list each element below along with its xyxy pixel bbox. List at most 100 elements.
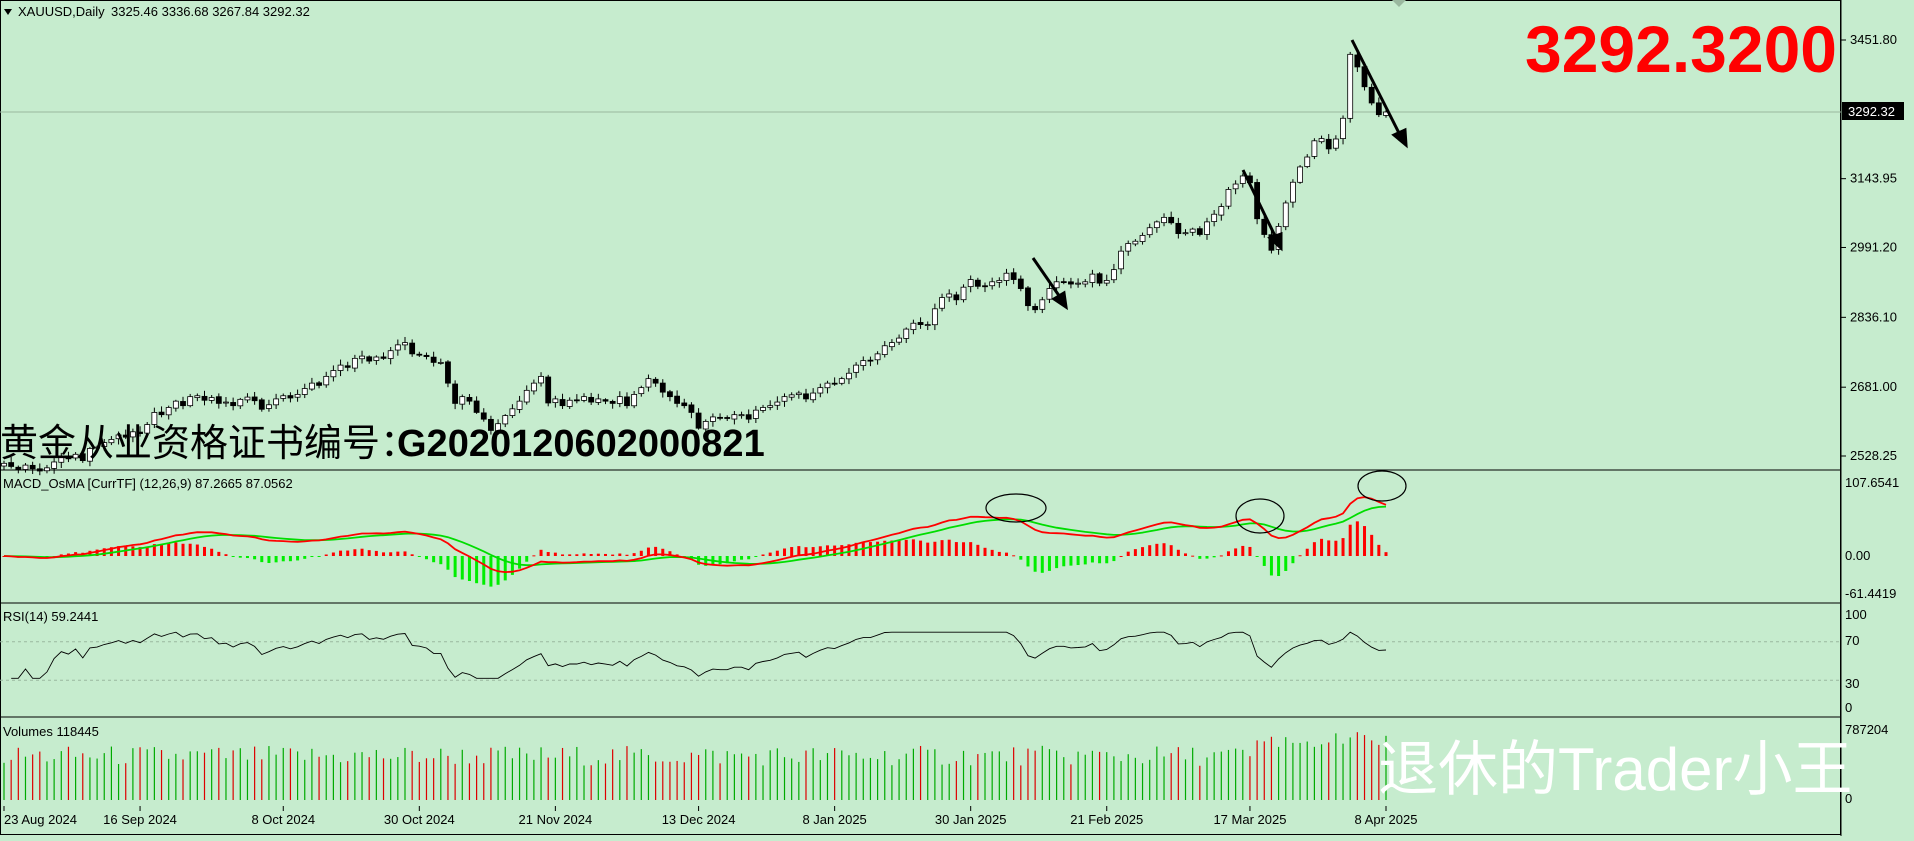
macd-histogram-bar (1083, 556, 1087, 565)
candle-body (1196, 228, 1203, 235)
candle-body (144, 424, 151, 434)
candle-body (881, 345, 888, 355)
macd-histogram-bar (389, 552, 393, 556)
macd-histogram-bar (1069, 556, 1073, 566)
macd-histogram-bar (1105, 556, 1109, 564)
candle-body (316, 382, 322, 386)
candle-body (982, 285, 988, 288)
candle-body (1282, 202, 1289, 228)
candle-body (1354, 54, 1361, 68)
candle-body (1182, 232, 1189, 235)
macd-histogram-bar (160, 543, 164, 556)
candle-body (1082, 281, 1089, 285)
big-price: 3292.3200 (1525, 12, 1837, 86)
shift-marker[interactable] (1392, 0, 1406, 7)
candle-body (151, 412, 158, 425)
candle-body (931, 308, 938, 326)
macd-histogram-bar (1348, 524, 1352, 556)
candle-body (1168, 216, 1175, 224)
candle-body (731, 414, 738, 420)
candle-body (495, 423, 501, 432)
candle-body (659, 382, 666, 393)
candle-body (72, 453, 79, 459)
candle-body (838, 378, 845, 384)
candle-body (1110, 269, 1117, 281)
candle-body (1017, 278, 1024, 289)
macd-histogram-bar (525, 556, 529, 562)
macd-histogram-bar (890, 540, 894, 556)
candle-body (452, 383, 459, 404)
macd-histogram-bar (761, 554, 765, 556)
candle-body (1096, 273, 1103, 284)
macd-histogram-bar (202, 546, 206, 556)
candle-body (624, 396, 630, 407)
candle-body (51, 461, 58, 469)
candle-body (1060, 281, 1067, 284)
macd-histogram-bar (1384, 552, 1388, 556)
candle-body (473, 400, 480, 413)
candle-body (1175, 222, 1182, 234)
macd-histogram-bar (360, 548, 364, 556)
candle-body (1347, 53, 1354, 119)
candle-body (803, 393, 809, 400)
candle-body (330, 370, 337, 378)
annotation-circle-1 (985, 493, 1047, 523)
candle-body (760, 407, 766, 411)
candle-body (287, 395, 294, 399)
macd-histogram-bar (897, 540, 901, 556)
macd-histogram-bar (310, 556, 314, 557)
candle-body (158, 411, 165, 416)
macd-histogram-bar (267, 556, 271, 564)
candle-body (1003, 272, 1010, 281)
macd-histogram-bar (460, 556, 464, 580)
macd-histogram-bar (1141, 547, 1145, 556)
macd-histogram-bar (1090, 556, 1094, 563)
macd-histogram-bar (367, 550, 371, 556)
rsi-tick-0: 0 (1845, 700, 1852, 715)
macd-histogram-bar (489, 556, 493, 587)
candle-body (896, 337, 902, 343)
macd-histogram-bar (725, 556, 729, 564)
candle-body (79, 453, 86, 462)
candle-body (309, 382, 315, 390)
certificate-code: G2020120602000821 (397, 423, 765, 465)
annotation-circle-2 (1235, 498, 1285, 534)
candle-body (1204, 221, 1210, 235)
candle-body (108, 439, 115, 444)
macd-histogram-bar (639, 550, 643, 556)
macd-histogram-bar (954, 542, 958, 556)
candle-body (266, 404, 272, 409)
macd-histogram-bar (969, 542, 973, 556)
date-tick-label: 21 Nov 2024 (519, 812, 593, 827)
macd-histogram-bar (618, 553, 622, 556)
macd-histogram-bar (1234, 548, 1238, 556)
macd-histogram-bar (1133, 549, 1137, 556)
macd-signal-line (3, 505, 1387, 567)
macd-histogram-bar (1184, 553, 1188, 556)
macd-histogram-bar (1262, 556, 1266, 566)
macd-histogram-bar (575, 554, 579, 556)
macd-histogram-bar (919, 540, 923, 556)
macd-histogram-bar (1112, 556, 1116, 562)
dropdown-icon[interactable] (4, 9, 12, 15)
macd-histogram-bar (883, 540, 887, 556)
macd-histogram-bar (1012, 555, 1016, 557)
annotation-arrowhead-3 (1391, 127, 1408, 149)
candle-body (817, 387, 824, 394)
rsi-label: RSI(14) 59.2441 (3, 609, 98, 624)
candle-body (702, 421, 709, 430)
candle-body (989, 281, 996, 287)
candle-body (889, 342, 895, 348)
date-tick-label: 17 Mar 2025 (1213, 812, 1286, 827)
candle-body (1189, 228, 1196, 233)
annotation-circle-3 (1357, 470, 1407, 502)
candle-body (581, 396, 587, 401)
candle-body (137, 431, 143, 434)
macd-tick-zero: 0.00 (1845, 548, 1870, 563)
candle-body (1225, 189, 1232, 207)
candle-body (187, 396, 194, 407)
macd-histogram-bar (1219, 555, 1223, 557)
candle-body (1, 462, 7, 467)
macd-histogram-bar (1320, 538, 1324, 556)
candle-body (180, 401, 186, 407)
